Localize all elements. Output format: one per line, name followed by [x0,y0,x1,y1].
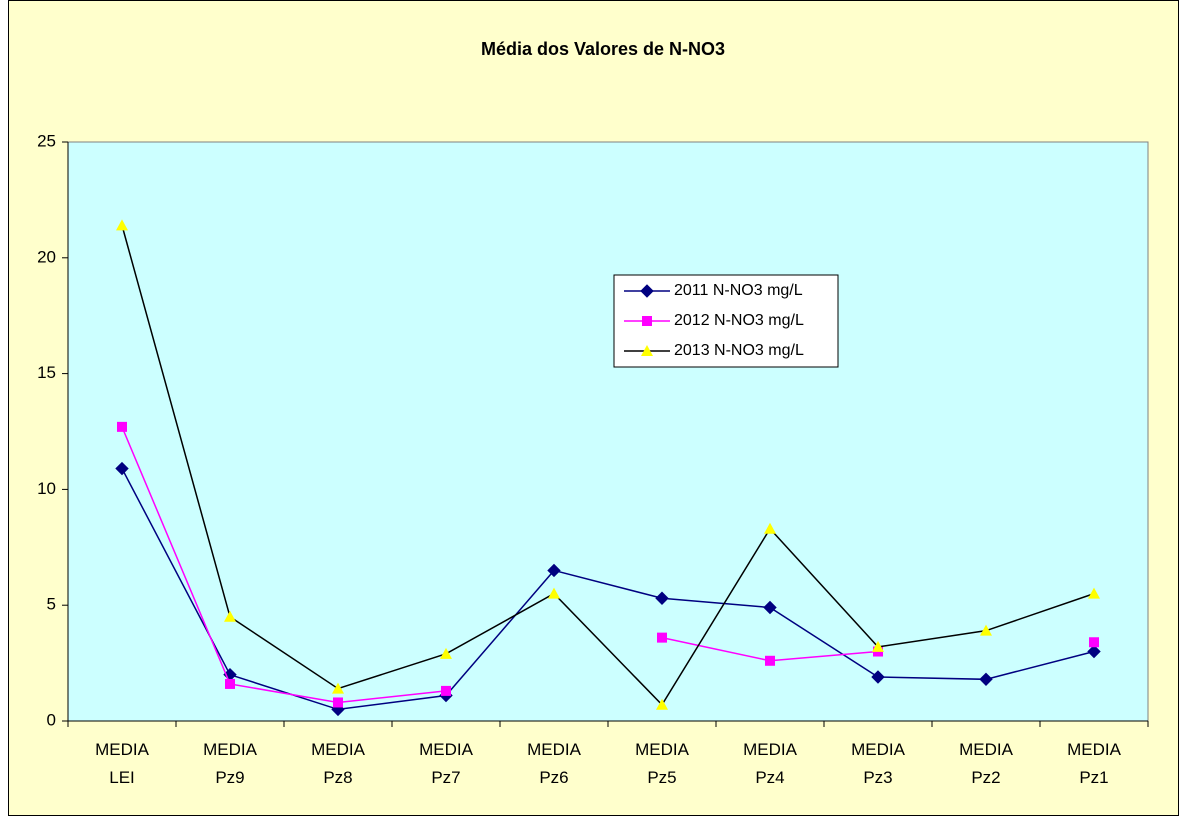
series-line [121,225,1095,707]
chart-title: Média dos Valores de N-NO3 [481,39,725,59]
series-marker [225,678,235,689]
y-tick-label: 10 [37,479,56,498]
series-marker [332,682,344,694]
series-marker [656,698,668,710]
series-marker [764,522,776,534]
x-tick-label: MEDIA Pz2 [959,740,1014,787]
series-marker [548,587,560,599]
x-tick-label: MEDIA LEI [95,740,150,787]
legend-label: 2012 N-NO3 mg/L [674,312,804,329]
x-tick-label: MEDIA Pz8 [311,740,366,787]
legend-marker [642,316,652,326]
series-marker [763,600,777,615]
y-tick-label: 15 [37,363,56,382]
x-tick-label: MEDIA Pz3 [851,740,906,787]
y-tick-label: 0 [47,710,56,729]
series-marker [980,624,992,636]
legend-marker [641,345,653,356]
y-tick-label: 5 [47,595,56,614]
series-marker [117,421,127,432]
series-marker [333,697,343,708]
series-marker [871,670,885,684]
series-marker [1087,644,1101,659]
series-marker [547,563,561,578]
legend-label: 2013 N-NO3 mg/L [674,342,804,359]
x-tick-label: MEDIA Pz5 [635,740,690,787]
series-marker [979,672,993,687]
series-line [121,468,1095,711]
series-marker [872,640,884,652]
y-tick-label: 20 [37,247,56,266]
series-marker [1088,587,1100,599]
series-marker [440,647,452,659]
series-marker [657,632,667,643]
series-line [121,426,447,704]
x-tick-label: MEDIA Pz4 [743,740,798,787]
x-tick-label: MEDIA Pz6 [527,740,582,787]
x-tick-label: MEDIA Pz9 [203,740,258,787]
series-marker [115,461,129,476]
legend-label: 2011 N-NO3 mg/L [674,282,803,299]
x-tick-label: MEDIA Pz1 [1067,740,1122,787]
series-marker [655,591,669,605]
plot-area [67,141,1149,722]
x-tick-label: MEDIA Pz7 [419,740,474,787]
series-marker [224,610,236,622]
legend-marker [640,284,654,298]
series-marker [765,655,775,666]
series-marker [116,219,128,231]
series-marker [1089,637,1099,648]
series-marker [441,685,451,696]
y-tick-label: 25 [37,131,56,150]
